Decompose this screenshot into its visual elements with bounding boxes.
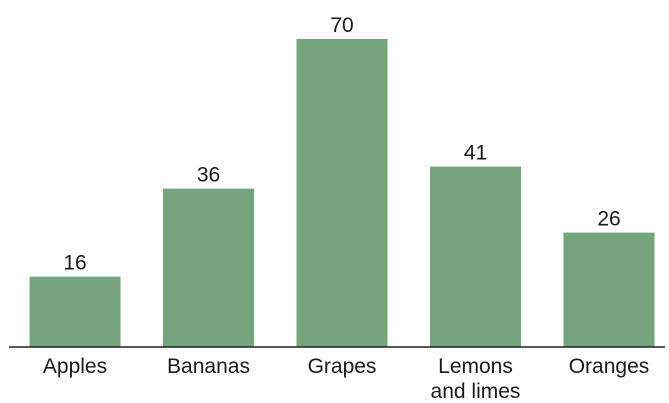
bars-layer [29,39,655,347]
category-label: and limes [431,380,521,403]
category-label: Bananas [167,355,250,378]
value-label: 26 [597,208,620,231]
value-label: 70 [330,14,353,37]
category-label: Lemons [438,355,513,378]
category-label: Grapes [308,355,377,378]
bar [29,276,121,347]
category-label: Apples [43,355,107,378]
category-label: Oranges [569,355,650,378]
value-label: 41 [464,142,487,165]
value-label: 36 [197,164,220,187]
bar [296,39,388,347]
bar [563,232,655,347]
bar [163,188,254,347]
bar [430,166,521,347]
value-labels-layer: 16 36 70 41 26 [63,14,620,275]
value-label: 16 [63,252,86,275]
